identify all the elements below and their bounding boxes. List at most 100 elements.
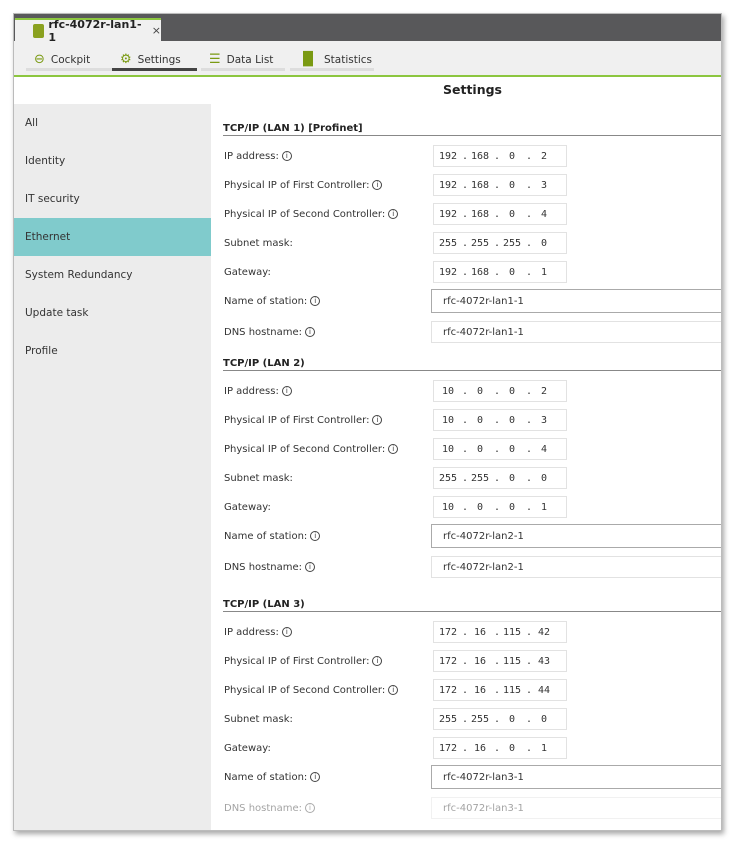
sidebar-item-profile[interactable]: Profile bbox=[25, 345, 58, 357]
device-tab[interactable]: rfc-4072r-lan1-1 × bbox=[15, 18, 161, 44]
ip-octet-input[interactable]: 0 bbox=[508, 179, 516, 191]
ip-octet-input[interactable]: 168 bbox=[470, 150, 490, 162]
ip-octet-input[interactable]: 2 bbox=[540, 150, 548, 162]
ip-octet-input[interactable]: 1 bbox=[540, 742, 548, 754]
info-icon[interactable]: i bbox=[310, 296, 321, 306]
ip-octet-input[interactable]: 115 bbox=[502, 626, 522, 638]
ip-octet-input[interactable]: 0 bbox=[508, 713, 516, 725]
info-icon[interactable]: i bbox=[310, 772, 321, 782]
ip-octet-input[interactable]: 172 bbox=[438, 684, 458, 696]
dns-hostname-field[interactable]: rfc-4072r-lan1-1 bbox=[431, 321, 721, 343]
ip-octet-input[interactable]: 192 bbox=[438, 150, 458, 162]
ip-octet-input[interactable]: 43 bbox=[537, 655, 551, 667]
ip-octet-input[interactable]: 16 bbox=[473, 742, 487, 754]
ip-octet-input[interactable]: 10 bbox=[441, 385, 455, 397]
ip-octet-input[interactable]: 255 bbox=[470, 713, 490, 725]
subnet-ip-field[interactable]: 255. 255. 0. 0 bbox=[433, 467, 567, 489]
ip-octet-input[interactable]: 0 bbox=[540, 237, 548, 249]
ip-octet-input[interactable]: 10 bbox=[441, 443, 455, 455]
ip-octet-input[interactable]: 255 bbox=[502, 237, 522, 249]
ip-octet-input[interactable]: 10 bbox=[441, 501, 455, 513]
sidebar-item-identity[interactable]: Identity bbox=[25, 155, 66, 167]
ip-ip-field[interactable]: 172. 16. 115. 42 bbox=[433, 621, 567, 643]
tab-statistics[interactable]: ▐▌ Statistics bbox=[290, 51, 374, 71]
ip-octet-input[interactable]: 3 bbox=[540, 179, 548, 191]
ip-octet-input[interactable]: 2 bbox=[540, 385, 548, 397]
ip-octet-input[interactable]: 168 bbox=[470, 179, 490, 191]
info-icon[interactable]: i bbox=[372, 180, 383, 190]
tab-data-list[interactable]: ☰ Data List bbox=[201, 51, 285, 71]
sidebar-item-system-redundancy[interactable]: System Redundancy bbox=[25, 269, 133, 281]
gateway-ip-field[interactable]: 172. 16. 0. 1 bbox=[433, 737, 567, 759]
ip-octet-input[interactable]: 0 bbox=[508, 443, 516, 455]
close-icon[interactable]: × bbox=[151, 24, 161, 37]
ip-octet-input[interactable]: 255 bbox=[470, 472, 490, 484]
sidebar-item-ethernet[interactable]: Ethernet bbox=[14, 218, 211, 256]
station-name-input[interactable]: rfc-4072r-lan1-1 bbox=[431, 289, 721, 313]
ip-octet-input[interactable]: 1 bbox=[540, 266, 548, 278]
ip-ip-field[interactable]: 10. 0. 0. 2 bbox=[433, 380, 567, 402]
ip-octet-input[interactable]: 0 bbox=[476, 414, 484, 426]
ip-ip-field[interactable]: 192. 168. 0. 2 bbox=[433, 145, 567, 167]
info-icon[interactable]: i bbox=[305, 562, 316, 572]
info-icon[interactable]: i bbox=[372, 656, 383, 666]
ip-octet-input[interactable]: 10 bbox=[441, 414, 455, 426]
sidebar-item-all[interactable]: All bbox=[25, 117, 39, 129]
ip-octet-input[interactable]: 16 bbox=[473, 655, 487, 667]
first-ip-field[interactable]: 172. 16. 115. 43 bbox=[433, 650, 567, 672]
info-icon[interactable]: i bbox=[310, 531, 321, 541]
subnet-ip-field[interactable]: 255. 255. 255. 0 bbox=[433, 232, 567, 254]
first-ip-field[interactable]: 192. 168. 0. 3 bbox=[433, 174, 567, 196]
gateway-ip-field[interactable]: 192. 168. 0. 1 bbox=[433, 261, 567, 283]
ip-octet-input[interactable]: 172 bbox=[438, 655, 458, 667]
second-ip-field[interactable]: 192. 168. 0. 4 bbox=[433, 203, 567, 225]
tab-settings[interactable]: ⚙ Settings bbox=[112, 51, 197, 71]
station-name-input[interactable]: rfc-4072r-lan2-1 bbox=[431, 524, 721, 548]
ip-octet-input[interactable]: 255 bbox=[470, 237, 490, 249]
info-icon[interactable]: i bbox=[372, 415, 383, 425]
info-icon[interactable]: i bbox=[388, 444, 399, 454]
ip-octet-input[interactable]: 3 bbox=[540, 414, 548, 426]
sidebar-item-it-security[interactable]: IT security bbox=[25, 193, 80, 205]
sidebar-item-update-task[interactable]: Update task bbox=[25, 307, 89, 319]
ip-octet-input[interactable]: 115 bbox=[502, 655, 522, 667]
ip-octet-input[interactable]: 4 bbox=[540, 443, 548, 455]
ip-octet-input[interactable]: 192 bbox=[438, 208, 458, 220]
ip-octet-input[interactable]: 44 bbox=[537, 684, 551, 696]
ip-octet-input[interactable]: 0 bbox=[476, 385, 484, 397]
ip-octet-input[interactable]: 0 bbox=[476, 443, 484, 455]
second-ip-field[interactable]: 172. 16. 115. 44 bbox=[433, 679, 567, 701]
ip-octet-input[interactable]: 0 bbox=[508, 266, 516, 278]
info-icon[interactable]: i bbox=[281, 151, 292, 161]
ip-octet-input[interactable]: 16 bbox=[473, 626, 487, 638]
ip-octet-input[interactable]: 16 bbox=[473, 684, 487, 696]
second-ip-field[interactable]: 10. 0. 0. 4 bbox=[433, 438, 567, 460]
ip-octet-input[interactable]: 0 bbox=[508, 414, 516, 426]
info-icon[interactable]: i bbox=[305, 803, 316, 813]
ip-octet-input[interactable]: 42 bbox=[537, 626, 551, 638]
ip-octet-input[interactable]: 0 bbox=[540, 713, 548, 725]
ip-octet-input[interactable]: 115 bbox=[502, 684, 522, 696]
info-icon[interactable]: i bbox=[281, 386, 292, 396]
ip-octet-input[interactable]: 168 bbox=[470, 208, 490, 220]
subnet-ip-field[interactable]: 255. 255. 0. 0 bbox=[433, 708, 567, 730]
ip-octet-input[interactable]: 0 bbox=[508, 501, 516, 513]
info-icon[interactable]: i bbox=[305, 327, 316, 337]
info-icon[interactable]: i bbox=[388, 209, 399, 219]
ip-octet-input[interactable]: 0 bbox=[508, 150, 516, 162]
ip-octet-input[interactable]: 0 bbox=[508, 472, 516, 484]
tab-cockpit[interactable]: ⊖ Cockpit bbox=[26, 51, 116, 71]
info-icon[interactable]: i bbox=[281, 627, 292, 637]
ip-octet-input[interactable]: 172 bbox=[438, 626, 458, 638]
dns-hostname-field[interactable]: rfc-4072r-lan3-1 bbox=[431, 797, 721, 819]
ip-octet-input[interactable]: 0 bbox=[476, 501, 484, 513]
ip-octet-input[interactable]: 168 bbox=[470, 266, 490, 278]
ip-octet-input[interactable]: 1 bbox=[540, 501, 548, 513]
info-icon[interactable]: i bbox=[388, 685, 399, 695]
ip-octet-input[interactable]: 192 bbox=[438, 266, 458, 278]
ip-octet-input[interactable]: 172 bbox=[438, 742, 458, 754]
station-name-input[interactable]: rfc-4072r-lan3-1 bbox=[431, 765, 721, 789]
ip-octet-input[interactable]: 0 bbox=[508, 742, 516, 754]
ip-octet-input[interactable]: 192 bbox=[438, 179, 458, 191]
first-ip-field[interactable]: 10. 0. 0. 3 bbox=[433, 409, 567, 431]
